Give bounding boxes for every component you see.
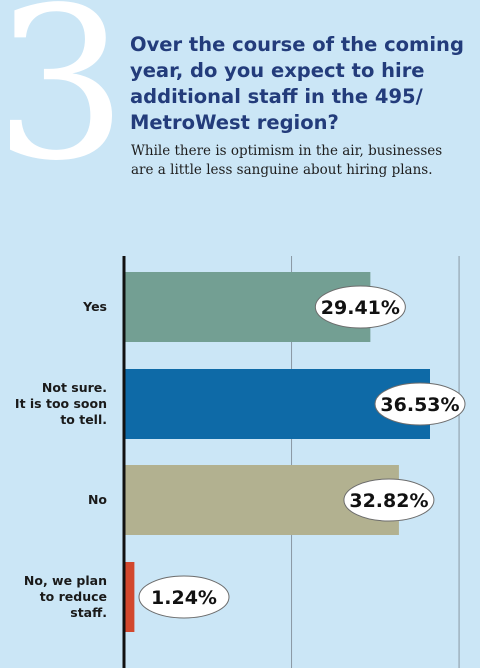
bar [124,562,135,632]
category-label: staff. [70,605,107,620]
question-subtitle: While there is optimism in the air, busi… [131,143,443,178]
question-title: Over the course of the coming year, do y… [130,33,464,134]
value-bubble [138,575,230,619]
value-label: 32.82% [349,490,428,512]
value-bubble [314,285,406,329]
category-label: Not sure. [42,380,107,395]
value-label: 1.24% [151,587,217,609]
value-label: 29.41% [321,297,400,319]
category-label: to tell. [60,412,107,427]
question-number: 3 [0,0,128,207]
category-label: No [88,492,107,507]
value-label: 36.53% [380,394,459,416]
value-bubble [374,382,466,426]
category-label: No, we plan [24,573,107,588]
value-bubble [343,478,435,522]
category-label: It is too soon [15,396,107,411]
category-label: Yes [82,299,107,314]
category-label: to reduce [40,589,107,604]
